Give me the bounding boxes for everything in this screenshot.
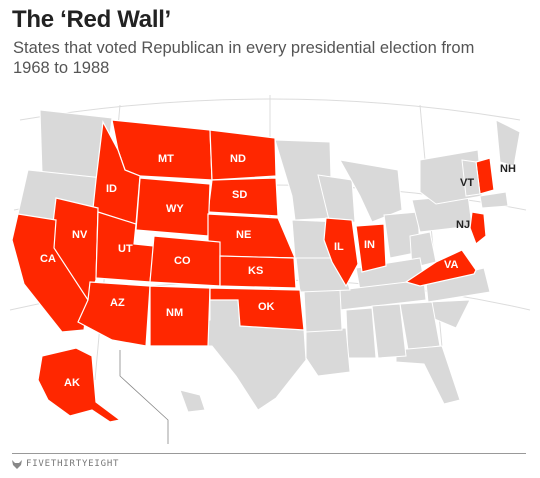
label-ok: OK (258, 301, 275, 313)
label-ca: CA (40, 253, 56, 265)
state-mn (274, 139, 333, 221)
label-nv: NV (72, 229, 88, 241)
label-wy: WY (166, 203, 184, 215)
state-al (371, 303, 407, 359)
label-nm: NM (166, 307, 183, 319)
state-ar (303, 289, 343, 333)
state-ks (219, 255, 297, 289)
label-va: VA (444, 259, 459, 271)
us-map: MT ND ID SD WY NV NE UT CO CA KS IL IN A… (9, 95, 531, 444)
state-ma (479, 191, 509, 209)
state-labels: MT ND ID SD WY NV NE UT CO CA KS IL IN A… (40, 153, 516, 389)
label-ne: NE (236, 229, 251, 241)
label-ks: KS (248, 265, 263, 277)
label-vt: VT (460, 177, 474, 189)
map-subtitle: States that voted Republican in every pr… (13, 39, 475, 77)
label-co: CO (174, 255, 191, 267)
state-il (323, 217, 359, 288)
state-ms (345, 307, 377, 359)
state-nd (209, 129, 277, 181)
label-az: AZ (110, 297, 125, 309)
state-ne (207, 213, 296, 259)
footer-divider (12, 453, 526, 454)
fivethirtyeight-fox-icon (12, 459, 22, 469)
state-la (305, 327, 351, 377)
label-nh: NH (500, 163, 516, 175)
red-wall-states (11, 119, 495, 423)
state-ak (37, 347, 122, 423)
state-in (355, 223, 387, 273)
state-nj (469, 211, 487, 245)
label-nd: ND (230, 153, 246, 165)
state-wi (317, 174, 356, 225)
label-il: IL (334, 241, 344, 253)
label-sd: SD (232, 189, 247, 201)
label-in: IN (364, 239, 375, 251)
state-nm (149, 285, 211, 347)
label-mt: MT (158, 153, 174, 165)
footer-brand: FIVETHIRTYEIGHT (26, 459, 120, 469)
map-title: The ‘Red Wall’ (12, 6, 171, 33)
state-me (495, 119, 521, 167)
label-ut: UT (118, 243, 133, 255)
footer: FIVETHIRTYEIGHT (12, 459, 119, 469)
state-hi (179, 389, 206, 413)
state-vt (461, 159, 481, 197)
state-ok (209, 287, 305, 331)
state-az (77, 281, 151, 347)
label-id: ID (106, 183, 117, 195)
inset-separators (119, 350, 169, 444)
state-va (404, 249, 477, 287)
label-ak: AK (64, 377, 80, 389)
state-fl (395, 345, 461, 405)
label-nj: NJ (456, 219, 470, 231)
state-ca (11, 213, 89, 333)
